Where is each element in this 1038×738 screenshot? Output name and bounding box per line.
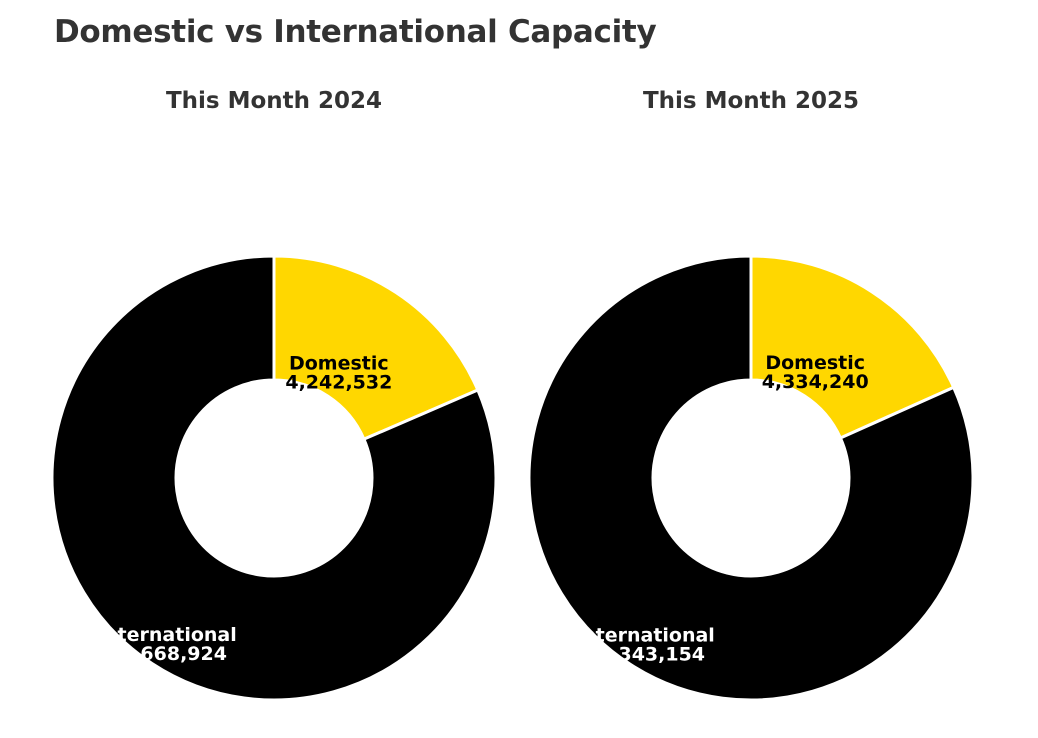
domestic-slice[interactable] <box>749 254 956 440</box>
domestic-value-label: 4,242,532 <box>285 371 392 393</box>
domestic-label: Domestic <box>289 352 389 374</box>
international-label: International <box>97 624 237 646</box>
domestic-label: Domestic <box>765 352 865 374</box>
international-value-label: 19,343,154 <box>585 644 705 666</box>
international-label: International <box>575 625 715 647</box>
donut-chart-2025: This Month 2025 Domestic 4,334,240 Internat… <box>511 80 991 730</box>
domestic-value-label: 4,334,240 <box>762 371 869 393</box>
chart-title: This Month 2024 <box>166 88 382 114</box>
chart-title: This Month 2025 <box>643 88 859 114</box>
international-slice[interactable] <box>50 254 498 702</box>
donut-chart-2024: This Month 2024 Domestic 4,242,532 Internat… <box>34 80 514 730</box>
international-slice[interactable] <box>527 254 975 702</box>
domestic-slice[interactable] <box>272 254 480 441</box>
international-value-label: 18,668,924 <box>107 643 227 665</box>
page-title: Domestic vs International Capacity <box>54 14 657 50</box>
